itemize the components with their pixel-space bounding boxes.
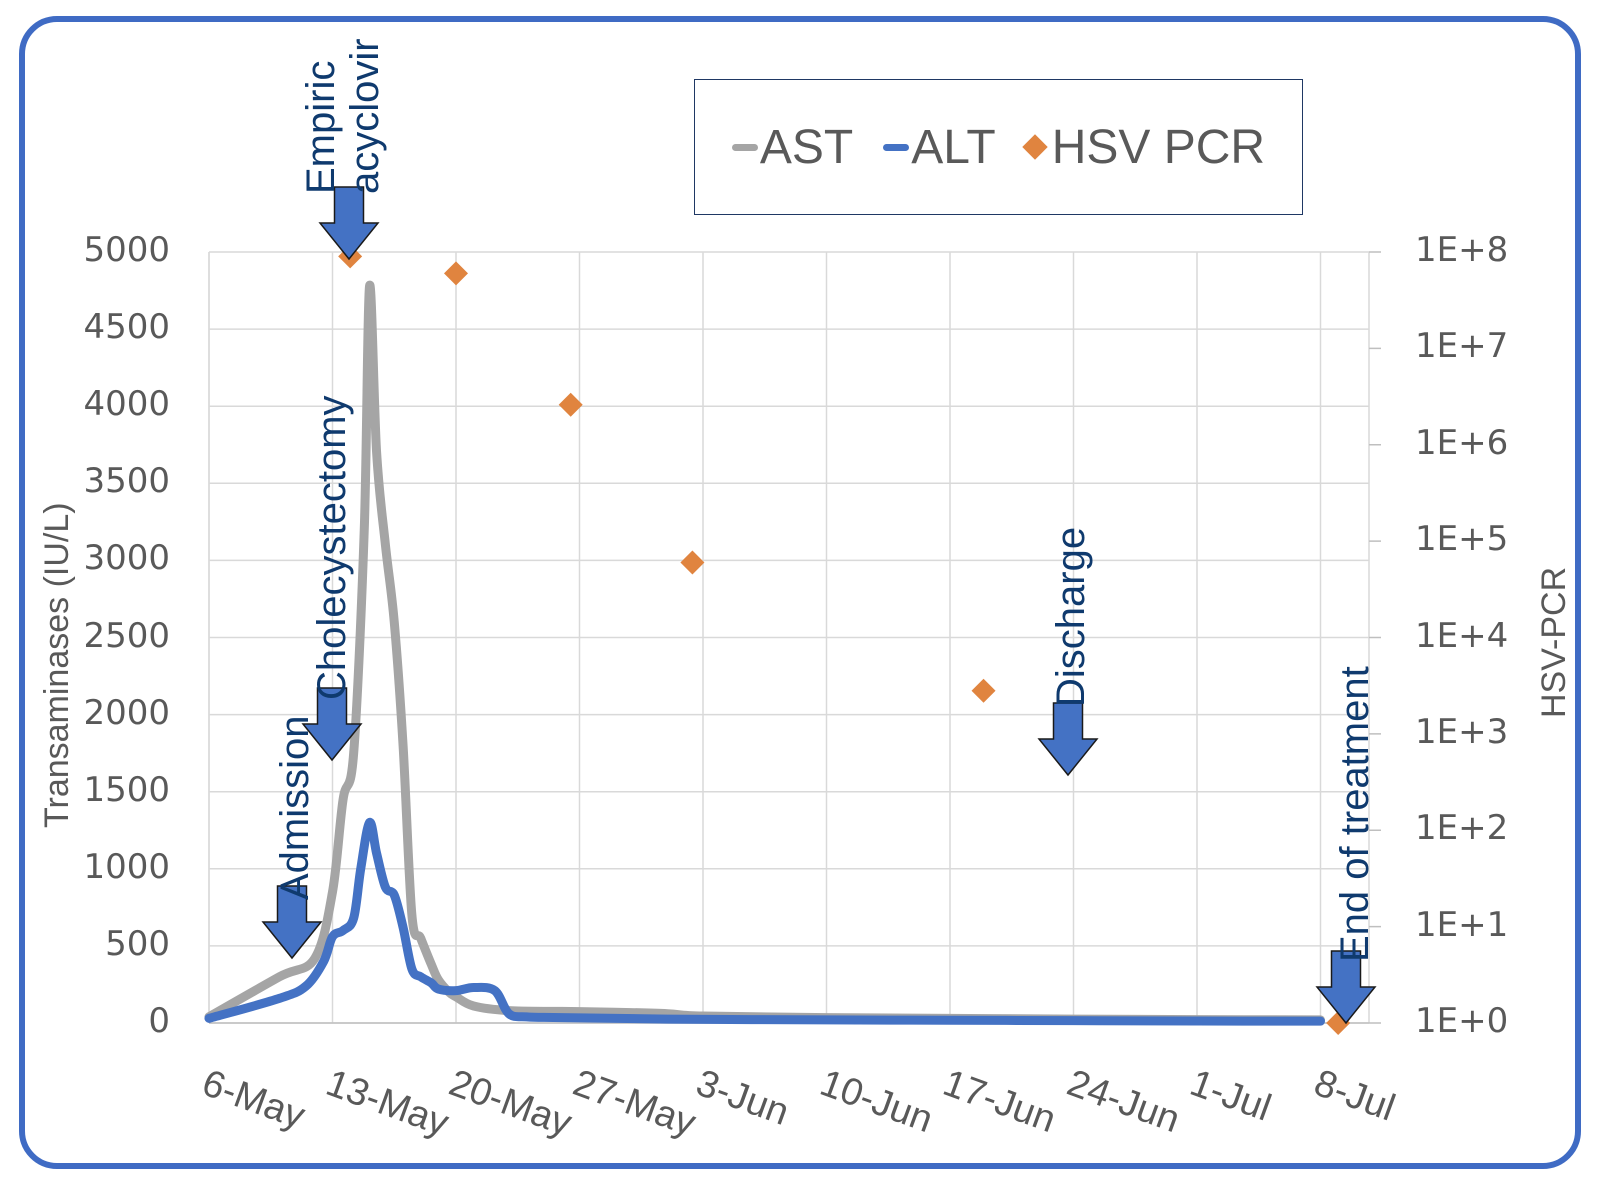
y-right-tick-label: 1E+4 — [1415, 615, 1509, 656]
legend-item-ast: AST — [731, 120, 854, 175]
arrow-admission-icon — [261, 885, 323, 960]
arrow-cholecystectomy-icon — [301, 687, 363, 762]
legend: AST ALT HSV PCR — [694, 79, 1303, 215]
hsv-pcr-point — [971, 678, 996, 703]
y-tick-label: 2500 — [83, 615, 170, 656]
y-right-tick-label: 1E+8 — [1415, 230, 1509, 270]
chart-frame — [19, 16, 1581, 1169]
y-tick-label: 1000 — [83, 846, 170, 887]
legend-label-alt: ALT — [911, 120, 996, 174]
y-tick-label: 2000 — [83, 692, 170, 733]
y-tick-label: 1500 — [83, 769, 170, 810]
annotation-cholecystectomy: Cholecystectomy — [310, 395, 354, 700]
y-tick-label: 4000 — [83, 384, 170, 425]
y-tick-label: 500 — [105, 923, 170, 964]
y-tick-label: 0 — [148, 1001, 170, 1041]
hsv-pcr-point — [444, 261, 468, 286]
series-line-alt — [204, 818, 1325, 1026]
legend-label-ast: AST — [759, 120, 854, 174]
y-tick-label: 5000 — [83, 230, 170, 270]
legend-label-hsv: HSV PCR — [1051, 120, 1266, 174]
hsv-pcr-point — [558, 392, 583, 417]
arrow-acyclovir-icon — [318, 186, 380, 261]
y-tick-label: 4500 — [83, 307, 170, 348]
y-right-tick-label: 1E+3 — [1415, 711, 1509, 752]
legend-item-hsv: HSV PCR — [1021, 120, 1266, 175]
legend-swatch-alt — [883, 143, 910, 151]
y-axis-label-right: HSV-PCR — [1535, 566, 1573, 718]
series-line-ast — [204, 280, 1325, 1025]
y-tick-label: 3500 — [83, 461, 170, 502]
y-right-tick-label: 1E+0 — [1415, 1001, 1509, 1041]
y-right-tick-label: 1E+7 — [1415, 326, 1509, 367]
legend-item-alt: ALT — [883, 120, 996, 175]
y-tick-label: 3000 — [83, 538, 170, 579]
arrow-discharge-icon — [1037, 702, 1099, 777]
y-right-tick-label: 1E+5 — [1415, 519, 1509, 560]
annotation-acyclovir: acyclovir — [343, 38, 387, 194]
hsv-pcr-point — [680, 550, 705, 575]
annotation-discharge: Discharge — [1049, 526, 1093, 707]
y-right-tick-label: 1E+6 — [1415, 422, 1509, 463]
annotation-admission: Admission — [273, 715, 317, 900]
arrow-end-of-treatment-icon — [1315, 950, 1377, 1025]
legend-swatch-ast — [731, 143, 758, 151]
legend-swatch-hsv — [1021, 134, 1048, 160]
annotation-empiric: Empiric — [299, 60, 343, 194]
y-right-tick-label: 1E+1 — [1415, 904, 1509, 945]
y-axis-label-left: Transaminases (IU/L) — [38, 502, 76, 828]
annotation-end-of-treatment: End of treatment — [1333, 666, 1377, 962]
y-right-tick-label: 1E+2 — [1415, 808, 1509, 849]
